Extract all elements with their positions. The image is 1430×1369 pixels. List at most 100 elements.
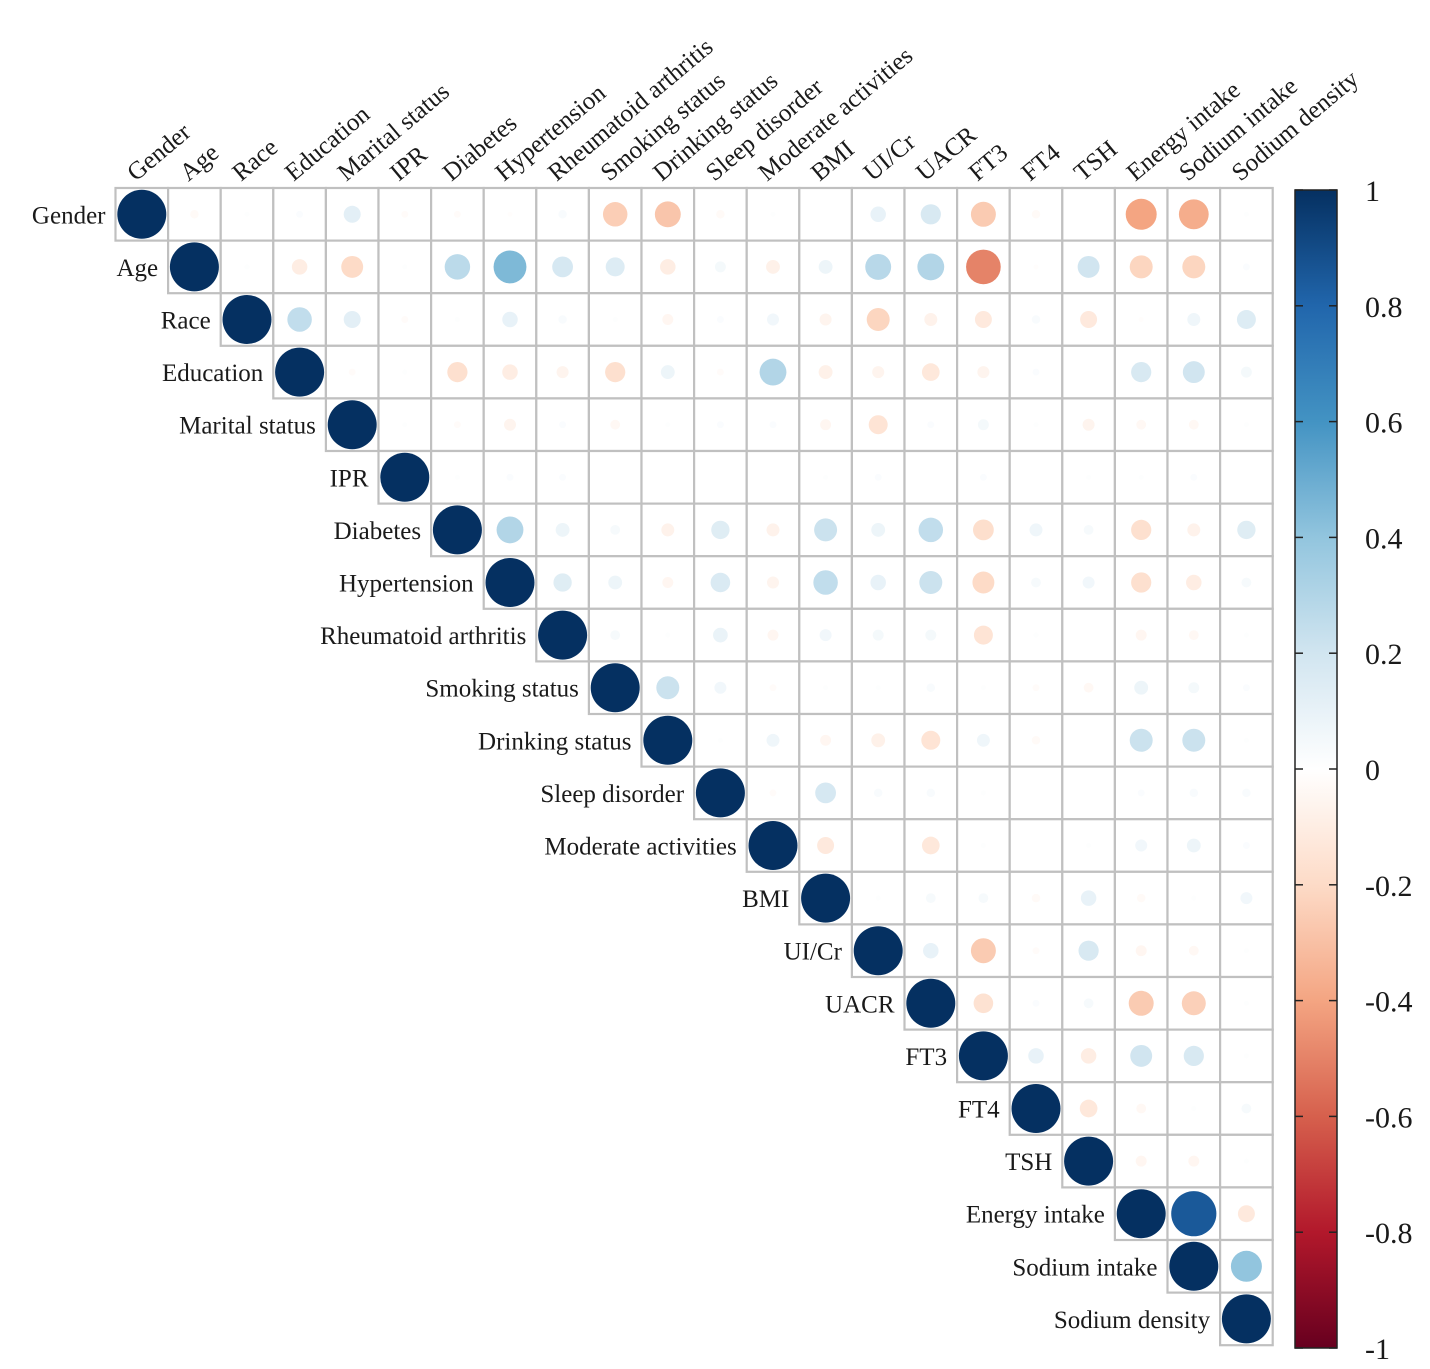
corr-circle-marital-status-tsh xyxy=(1082,418,1095,431)
corr-circle-uacr-ft3 xyxy=(973,993,994,1014)
corr-circle-bmi-uacr xyxy=(925,893,936,903)
corr-circle-sleep-disorder-ui-cr xyxy=(873,788,883,798)
corr-circle-energy-intake-energy-intake xyxy=(1116,1189,1166,1239)
corr-circle-ui-cr-ui-cr xyxy=(853,926,903,976)
corr-circle-education-uacr xyxy=(921,363,940,381)
row-label-uacr: UACR xyxy=(825,991,895,1018)
corr-circle-age-tsh xyxy=(1077,255,1100,278)
corr-circle-bmi-tsh xyxy=(1080,890,1097,906)
corr-circle-hypertension-sleep-disorder xyxy=(710,572,731,593)
corr-circle-race-race xyxy=(222,295,272,344)
corr-circle-uacr-ft4 xyxy=(1032,999,1040,1007)
row-label-sodium-intake: Sodium intake xyxy=(1012,1254,1157,1281)
corr-circle-rheumatoid-arthritis-smoking-status xyxy=(610,630,621,640)
corr-circle-rheumatoid-arthritis-drinking-status xyxy=(665,632,671,638)
corr-circle-marital-status-ft3 xyxy=(977,419,989,431)
corr-circle-sleep-disorder-sodium-intake xyxy=(1189,788,1199,798)
corr-circle-race-energy-intake xyxy=(1138,317,1144,322)
corr-circle-ui-cr-tsh xyxy=(1078,940,1099,961)
corr-circle-uacr-sodium-intake xyxy=(1181,991,1206,1016)
corr-circle-age-hypertension xyxy=(493,250,527,284)
corr-circle-gender-race xyxy=(244,211,250,217)
corr-circle-ft4-energy-intake xyxy=(1136,1103,1147,1114)
corr-circle-sleep-disorder-sleep-disorder xyxy=(695,768,745,818)
corr-circle-diabetes-sodium-density xyxy=(1237,520,1256,540)
colorbar-tick-label: -0.2 xyxy=(1365,870,1413,903)
corr-circle-marital-status-uacr xyxy=(927,421,935,429)
corr-circle-age-ft3 xyxy=(966,249,1001,285)
corr-circle-sodium-intake-sodium-intake xyxy=(1169,1241,1219,1291)
corr-circle-bmi-sodium-density xyxy=(1240,892,1253,905)
cell-5-10 xyxy=(640,449,696,505)
corr-circle-ipr-sodium-intake xyxy=(1190,473,1198,481)
corr-circle-smoking-status-tsh xyxy=(1083,682,1094,693)
corr-circle-gender-ft4 xyxy=(1031,210,1041,219)
corr-circle-diabetes-bmi xyxy=(814,518,838,542)
corr-circle-diabetes-sodium-intake xyxy=(1187,523,1201,537)
row-label-ipr: IPR xyxy=(330,465,369,492)
corr-circle-hypertension-ui-cr xyxy=(870,574,886,591)
corr-circle-sleep-disorder-energy-intake xyxy=(1137,789,1145,797)
corr-circle-education-diabetes xyxy=(447,362,468,383)
corr-circle-age-age xyxy=(169,242,219,292)
corr-circle-gender-smoking-status xyxy=(602,202,628,227)
corr-circle-education-drinking-status xyxy=(660,365,675,380)
corr-circle-bmi-bmi xyxy=(801,873,851,923)
corr-circle-rheumatoid-arthritis-ft4 xyxy=(1033,632,1039,638)
cell-11-18 xyxy=(1061,765,1117,821)
correlation-circles xyxy=(117,189,1271,1344)
corr-circle-ipr-bmi xyxy=(823,474,829,480)
corr-circle-education-ft4 xyxy=(1032,368,1040,376)
corr-circle-hypertension-sodium-intake xyxy=(1186,574,1202,591)
corr-circle-hypertension-hypertension xyxy=(485,558,535,607)
corr-circle-marital-status-rheumatoid-arthritis xyxy=(559,421,567,429)
corr-circle-race-sleep-disorder xyxy=(716,316,724,323)
corr-circle-ui-cr-sodium-intake xyxy=(1188,945,1199,956)
cell-11-17 xyxy=(1008,765,1064,821)
colorbar-tick-label: -0.4 xyxy=(1365,986,1413,1019)
corr-circle-moderate-activities-moderate-activities xyxy=(748,821,798,870)
colorbar-tick-label: 0.8 xyxy=(1365,291,1403,324)
corr-circle-tsh-energy-intake xyxy=(1135,1155,1147,1167)
row-label-sleep-disorder: Sleep disorder xyxy=(540,781,684,808)
corr-circle-diabetes-tsh xyxy=(1083,525,1094,535)
corr-circle-age-sodium-intake xyxy=(1182,255,1206,279)
corr-circle-gender-diabetes xyxy=(453,210,461,218)
corr-circle-ipr-energy-intake xyxy=(1138,474,1144,480)
corr-circle-uacr-sodium-density xyxy=(1243,1000,1249,1006)
corr-circle-age-ipr xyxy=(402,264,408,270)
corr-circle-diabetes-ft4 xyxy=(1029,523,1043,537)
corr-circle-rheumatoid-arthritis-rheumatoid-arthritis xyxy=(538,610,588,660)
corr-circle-education-rheumatoid-arthritis xyxy=(556,366,569,379)
corr-circle-diabetes-ft3 xyxy=(973,519,994,541)
cell-5-12 xyxy=(745,449,801,505)
corr-circle-drinking-status-sodium-density xyxy=(1243,737,1249,743)
corr-circle-sleep-disorder-moderate-activities xyxy=(769,789,777,797)
corr-circle-gender-sodium-density xyxy=(1243,211,1249,217)
corr-circle-race-hypertension xyxy=(502,311,518,328)
corr-circle-education-bmi xyxy=(818,365,833,380)
corr-circle-race-uacr xyxy=(924,313,938,326)
corr-circle-race-diabetes xyxy=(454,317,460,322)
corr-circle-education-smoking-status xyxy=(605,362,626,383)
corr-circle-education-education xyxy=(275,347,325,397)
corr-circle-ipr-tsh xyxy=(1086,474,1092,480)
corr-circle-age-diabetes xyxy=(444,254,471,280)
corr-circle-race-tsh xyxy=(1080,311,1098,328)
corr-circle-bmi-ui-cr xyxy=(875,895,881,901)
corr-circle-gender-sodium-intake xyxy=(1178,199,1209,230)
corr-circle-ui-cr-uacr xyxy=(923,942,939,959)
cell-0-13 xyxy=(798,186,853,242)
col-label-ft4: FT4 xyxy=(1017,139,1067,187)
corr-circle-hypertension-drinking-status xyxy=(662,577,674,588)
corr-circle-education-ipr xyxy=(402,369,408,375)
corr-circle-gender-rheumatoid-arthritis xyxy=(558,210,567,219)
corr-circle-gender-energy-intake xyxy=(1125,198,1157,230)
corr-circle-rheumatoid-arthritis-uacr xyxy=(925,629,937,641)
corr-circle-gender-education xyxy=(296,210,304,218)
corr-circle-age-ft4 xyxy=(1033,264,1039,270)
colorbar-tick-label: 0 xyxy=(1365,754,1380,787)
row-label-gender: Gender xyxy=(32,202,106,229)
corr-circle-gender-marital-status xyxy=(343,205,361,223)
